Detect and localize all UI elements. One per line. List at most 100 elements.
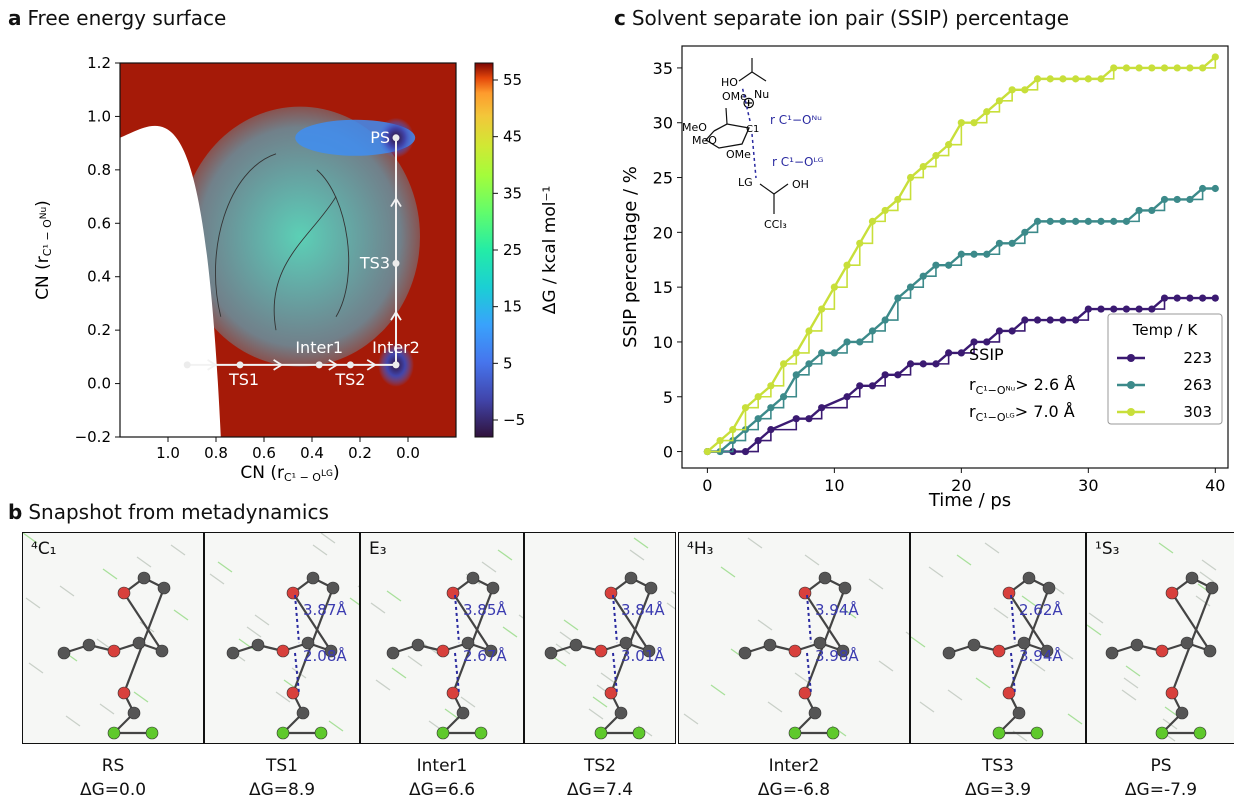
- ssip-y-label: SSIP percentage / %: [620, 166, 641, 348]
- snapshot-Inter1: 3.85Å 2.67Å E₃: [360, 532, 524, 744]
- pathway-label-TS3: TS3: [359, 253, 390, 272]
- series-point-223: [1084, 305, 1092, 313]
- x-tick-label: 40: [1205, 476, 1225, 495]
- atom: [1193, 726, 1207, 740]
- snapshot-molecule: 3.87Å 2.08Å: [209, 533, 359, 740]
- distance-label: 2.62Å: [1019, 600, 1063, 619]
- panel-b-title-text: Snapshot from metadynamics: [28, 500, 329, 524]
- atom: [826, 726, 840, 740]
- solvent-stick: [1123, 677, 1139, 689]
- pathway-point-PS: [392, 134, 400, 142]
- series-point-303: [805, 327, 813, 335]
- atom: [484, 644, 498, 658]
- solvent-stick: [497, 549, 513, 561]
- solvent-stick: [407, 655, 423, 667]
- atom: [155, 644, 169, 658]
- series-point-223: [1059, 316, 1067, 324]
- series-point-223: [805, 415, 813, 423]
- atom: [992, 644, 1006, 658]
- atom: [632, 726, 646, 740]
- atom: [1002, 686, 1016, 700]
- solvent-stick: [1088, 612, 1104, 624]
- colorbar-tick-label: 55: [503, 71, 522, 89]
- series-point-303: [703, 447, 711, 456]
- solvent-stick: [683, 713, 699, 725]
- solvent-stick: [518, 614, 523, 619]
- y-tick-label: 5: [663, 388, 673, 407]
- atom: [1185, 571, 1199, 585]
- series-point-303: [881, 206, 889, 215]
- mol-ome-top: OMe: [722, 90, 747, 103]
- distance-dash: [612, 652, 618, 694]
- x-tick-label: 0: [702, 476, 712, 495]
- solvent-stick: [23, 533, 38, 544]
- series-point-303: [1046, 75, 1054, 83]
- distance-dash: [454, 652, 460, 694]
- snapshot-TS2: 3.84Å 3.01Å: [524, 532, 676, 744]
- snapshot-delta-g: ΔG=8.9: [248, 780, 316, 800]
- series-point-263: [919, 272, 927, 280]
- series-point-263: [754, 415, 762, 423]
- series-point-223: [906, 360, 915, 368]
- series-point-223: [957, 349, 965, 357]
- series-point-223: [754, 436, 762, 445]
- series-point-263: [1110, 217, 1118, 225]
- snapshot-TS3: 2.62Å 3.94Å: [910, 532, 1086, 744]
- series-point-263: [856, 338, 864, 346]
- series-point-263: [843, 338, 851, 346]
- atom: [738, 646, 752, 660]
- series-point-223: [932, 360, 940, 368]
- atom: [324, 644, 338, 658]
- solvent-stick: [375, 679, 391, 691]
- pathway-arrow: [390, 310, 402, 321]
- series-point-223: [767, 426, 775, 434]
- distance-label: 3.01Å: [621, 646, 665, 665]
- snapshot-name: RS: [101, 756, 125, 776]
- x-tick-label: 0.6: [252, 444, 276, 462]
- solvent-stick: [592, 696, 608, 708]
- pathway-label-TS1: TS1: [228, 370, 259, 389]
- colorbar: [474, 62, 494, 438]
- free-energy-surface-chart: 1.0 0.8 0.6 0.4 0.2 0.0 −0.2 0.0 0.2 0.4 0.6 0.8 1.0…: [33, 54, 560, 484]
- atom: [314, 726, 328, 740]
- series-point-303: [1199, 64, 1207, 72]
- panel-a-title: a Free energy surface: [8, 6, 226, 30]
- series-point-223: [856, 382, 864, 390]
- atom: [226, 646, 240, 660]
- series-point-223: [741, 447, 750, 456]
- distance-dash: [1010, 652, 1016, 694]
- atom: [145, 726, 159, 740]
- solvent-stick: [1199, 571, 1215, 583]
- atom: [836, 644, 850, 658]
- atom: [1165, 686, 1179, 700]
- series-point-303: [818, 305, 826, 313]
- atom: [1040, 644, 1054, 658]
- series-point-223: [843, 393, 851, 401]
- atom: [594, 726, 608, 740]
- atom: [456, 706, 470, 720]
- snapshot-name: TS3: [982, 756, 1014, 776]
- atom: [486, 581, 500, 595]
- series-point-223: [881, 371, 889, 379]
- atom: [642, 644, 656, 658]
- series-point-303: [716, 436, 724, 445]
- snapshot-caption: Inter2 ΔG=-6.8: [678, 754, 910, 802]
- y-tick-label: 15: [653, 278, 673, 297]
- series-point-263: [1199, 184, 1207, 193]
- series-point-303: [945, 141, 953, 149]
- snapshot-name: PS: [1150, 756, 1172, 776]
- ssip-criteria-annotation: SSIP rC¹−Oᴺᵘ> 2.6 Å rC¹−Oᴸᴳ> 7.0 Å: [969, 345, 1075, 424]
- snapshot-name: Inter1: [416, 756, 468, 776]
- atom: [798, 586, 812, 600]
- mol-r-nu: r C¹−Oᴺᵘ: [770, 113, 822, 127]
- atom: [788, 644, 802, 658]
- atom: [306, 571, 320, 585]
- solvent-stick: [956, 554, 972, 566]
- atom: [1012, 706, 1026, 720]
- x-tick-label: 0.0: [396, 444, 420, 462]
- legend-label-303: 303: [1183, 403, 1212, 421]
- bond: [292, 592, 332, 652]
- series-point-223: [970, 338, 978, 346]
- series-point-263: [906, 283, 915, 291]
- series-point-303: [906, 173, 915, 182]
